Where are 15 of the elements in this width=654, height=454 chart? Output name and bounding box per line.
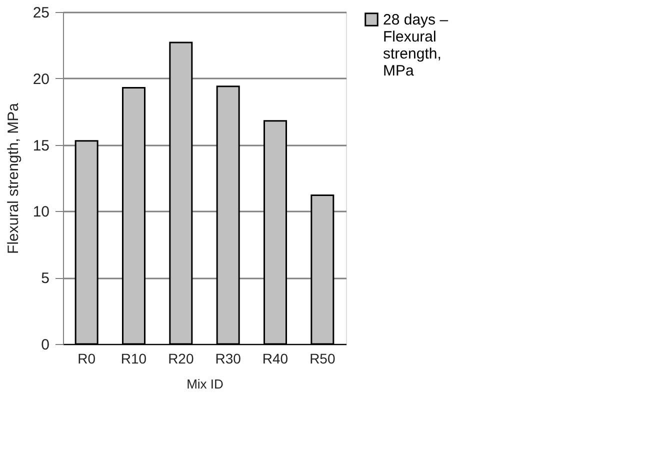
x-tick-label: R40 <box>262 350 288 366</box>
y-tick-label: 20 <box>32 70 50 88</box>
x-tick-label: R0 <box>78 350 96 366</box>
legend-label: 28 days – Flexural strength, MPa <box>383 12 449 80</box>
y-tick-label: 0 <box>41 336 50 354</box>
x-tick-label: R30 <box>215 350 242 366</box>
y-tick-label: 10 <box>32 204 50 221</box>
x-tick-label: R10 <box>120 350 147 366</box>
y-tick-label: 5 <box>41 270 50 288</box>
x-axis-title: Mix ID <box>186 376 224 392</box>
x-tick-label: R50 <box>310 350 336 366</box>
y-axis-title: Flexural strength, MPa <box>4 102 22 254</box>
y-tick-label: 25 <box>32 4 50 22</box>
x-tick-label: R20 <box>168 350 194 366</box>
y-tick-label: 15 <box>32 137 50 154</box>
